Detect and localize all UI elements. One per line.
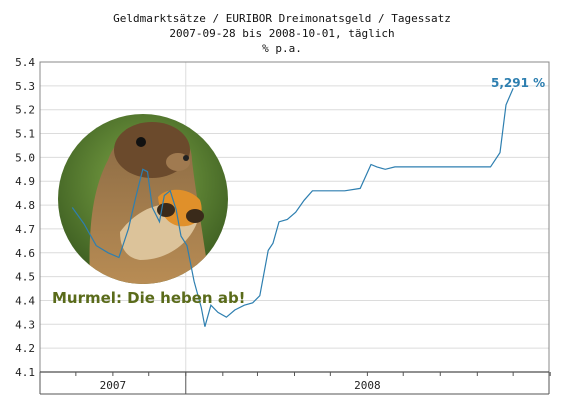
- y-tick-label: 4.4: [15, 294, 35, 307]
- y-tick-label: 4.3: [15, 318, 35, 331]
- x-tick-labels: 2007 2008: [100, 379, 381, 392]
- y-tick-label: 4.6: [15, 247, 35, 260]
- y-tick-label: 5.3: [15, 80, 35, 93]
- y-tick-label: 4.5: [15, 271, 35, 284]
- y-tick-label: 5.2: [15, 104, 35, 117]
- y-tick-label: 5.4: [15, 56, 35, 69]
- marmot-annotation: Murmel: Die heben ab!: [52, 289, 246, 307]
- last-value-label: 5,291 %: [491, 76, 546, 90]
- y-tick-label: 5.0: [15, 151, 35, 164]
- y-tick-label: 4.7: [15, 223, 35, 236]
- y-tick-label: 4.2: [15, 342, 35, 355]
- y-tick-label: 4.1: [15, 366, 35, 379]
- y-tick-label: 5.1: [15, 128, 35, 141]
- y-tick-label: 4.8: [15, 199, 35, 212]
- chart-title: Geldmarktsätze / EURIBOR Dreimonatsgeld …: [113, 12, 451, 25]
- x-tick-label: 2007: [100, 379, 127, 392]
- marmot-photo: [58, 114, 228, 284]
- y-tick-labels: 4.1 4.2 4.3 4.4 4.5 4.6 4.7 4.8 4.9 5.0 5.1 5.2 5.3 5…: [15, 56, 35, 379]
- y-tick-label: 4.9: [15, 175, 35, 188]
- y-axis-unit-label: % p.a.: [262, 42, 302, 55]
- x-tick-label: 2008: [354, 379, 381, 392]
- chart-axes: [39, 61, 551, 395]
- chart-subtitle: 2007-09-28 bis 2008-10-01, täglich: [169, 27, 395, 40]
- euribor-series-line: [71, 87, 514, 327]
